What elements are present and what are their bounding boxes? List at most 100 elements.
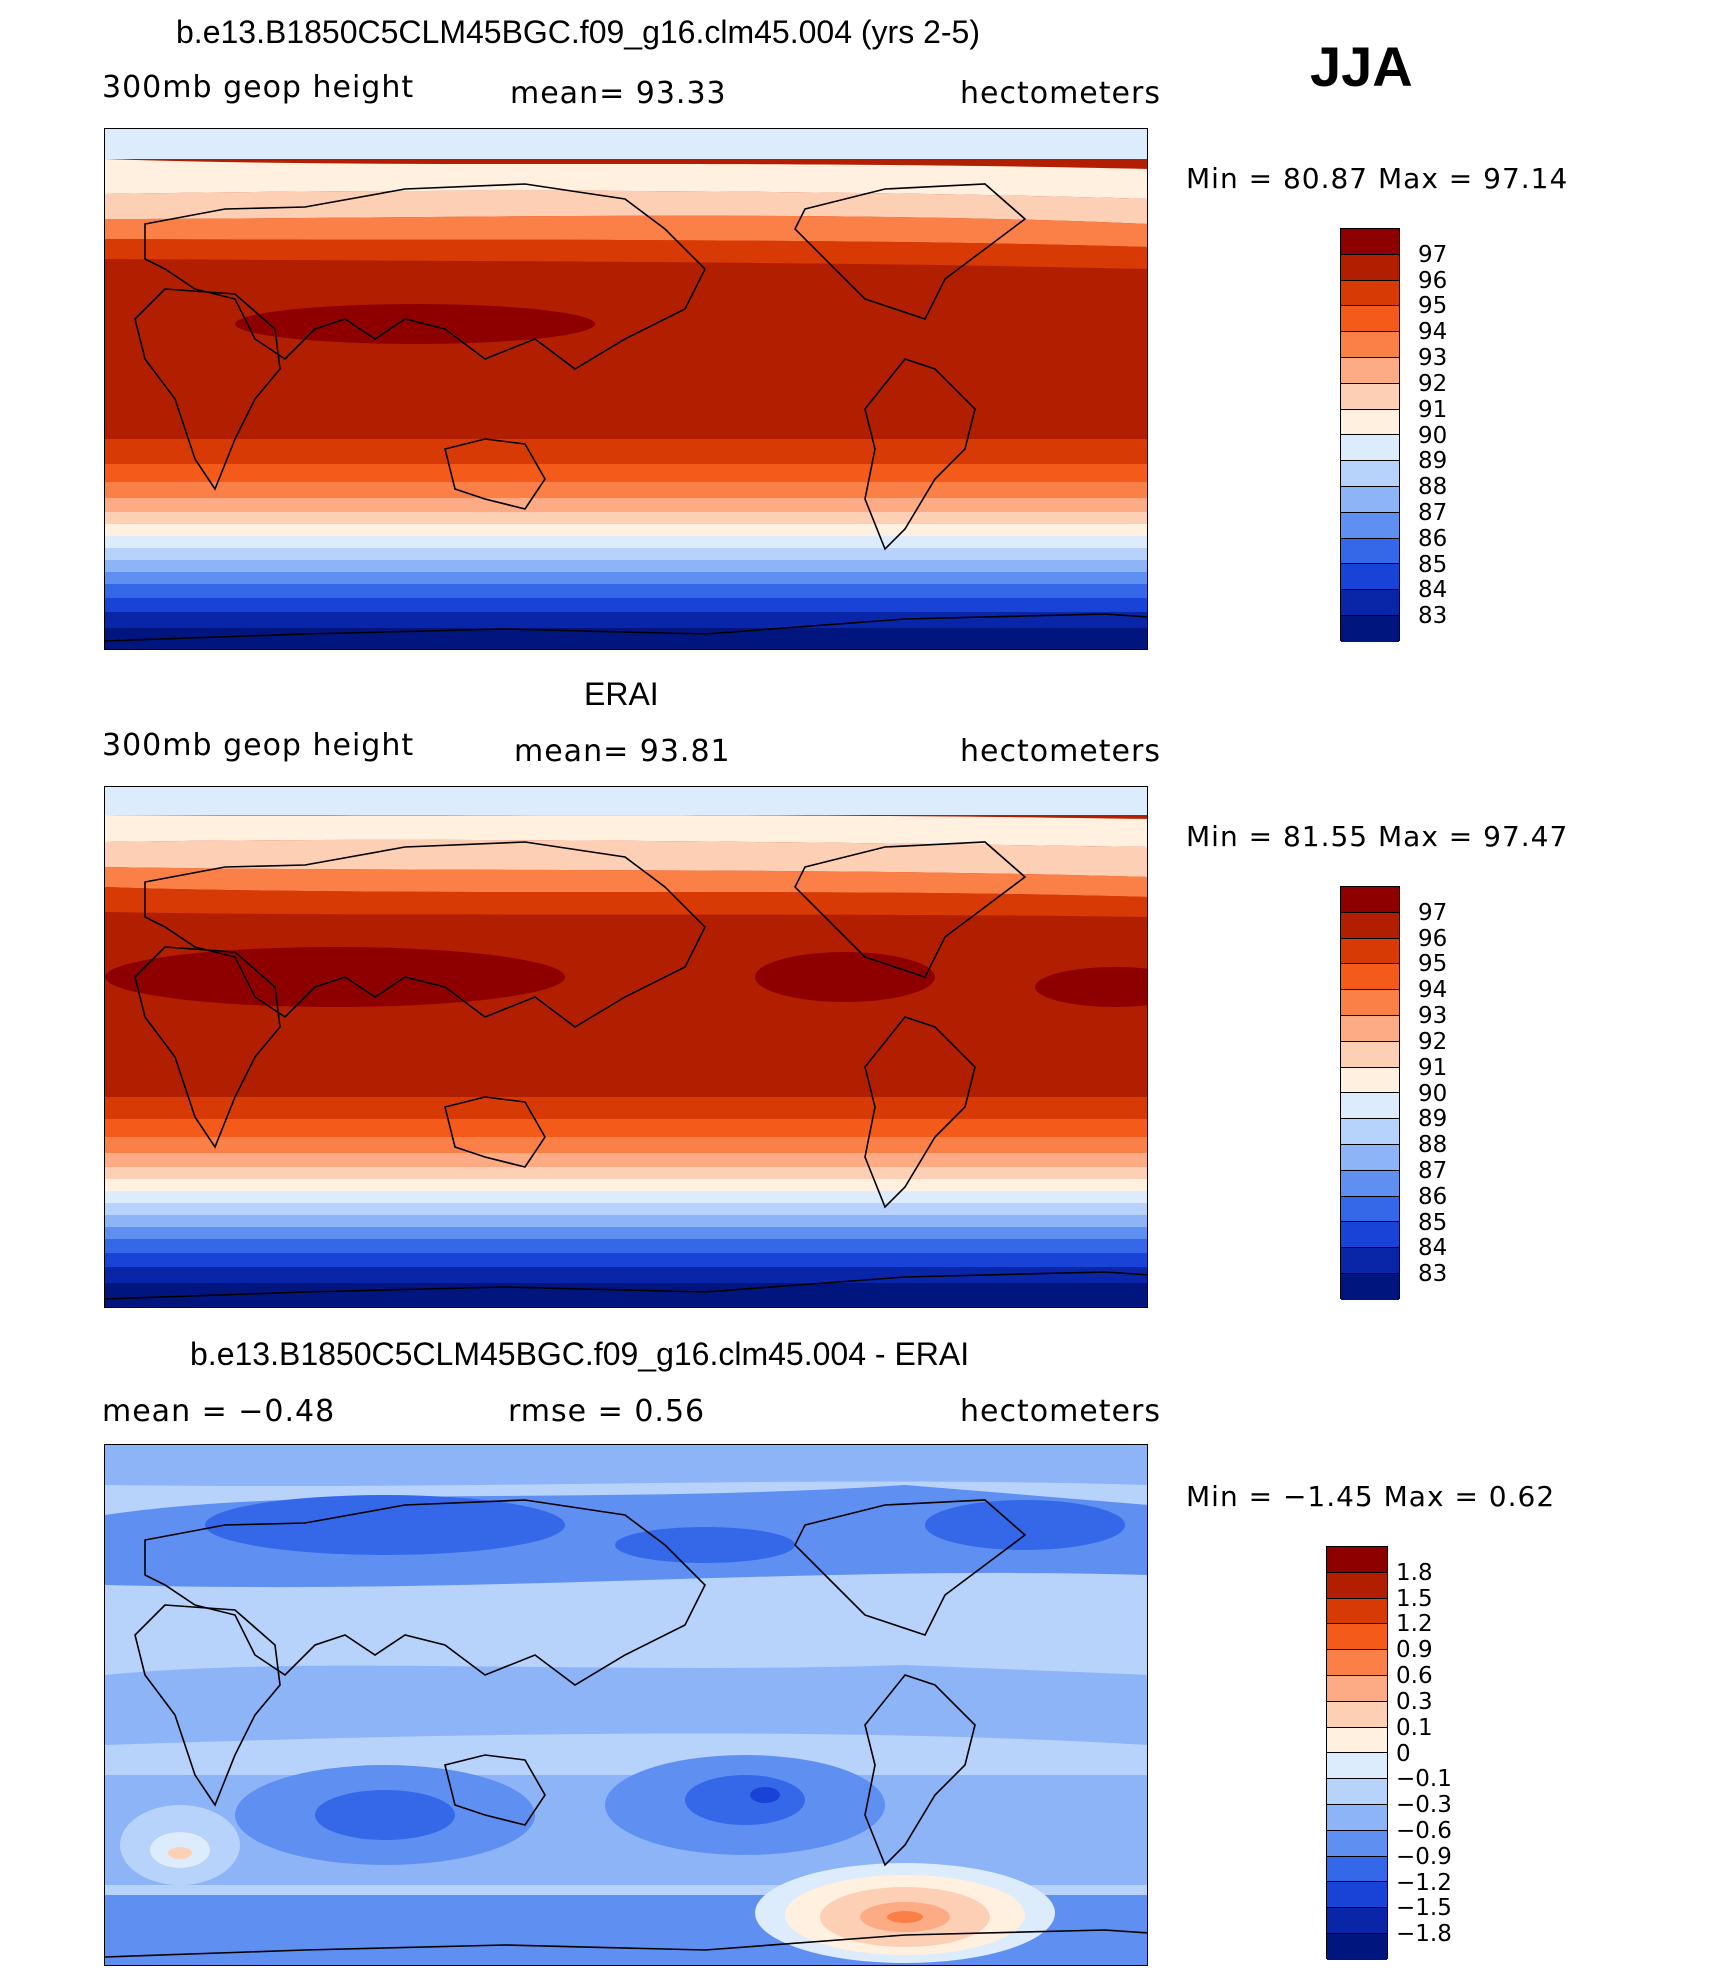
colorbar-swatch [1341, 280, 1399, 307]
colorbar-swatch [1341, 383, 1399, 410]
panel3-colorbar [1326, 1546, 1388, 1960]
colorbar-tick-label: 0.3 [1396, 1688, 1433, 1715]
colorbar-swatch [1341, 887, 1399, 913]
colorbar-swatch [1327, 1650, 1387, 1676]
colorbar-swatch [1341, 254, 1399, 281]
colorbar-swatch [1341, 964, 1399, 991]
colorbar-tick-label: 84 [1418, 577, 1448, 604]
colorbar-tick-label: 83 [1418, 603, 1448, 630]
colorbar-tick-label: 96 [1418, 925, 1448, 952]
colorbar-swatch [1327, 1882, 1387, 1909]
colorbar-tick-label: −0.1 [1396, 1766, 1452, 1793]
colorbar-tick-label: 86 [1418, 1183, 1448, 1210]
colorbar-tick-label: 88 [1418, 474, 1448, 501]
panel3-units-label: hectometers [960, 1394, 1161, 1429]
colorbar-tick-label: 0.9 [1396, 1637, 1433, 1664]
panel1-colorbar [1340, 228, 1400, 642]
colorbar-swatch [1341, 1248, 1399, 1274]
colorbar-swatch [1327, 1856, 1387, 1883]
colorbar-tick-label: 93 [1418, 345, 1448, 372]
colorbar-tick-label: 87 [1418, 1157, 1448, 1184]
colorbar-swatch [1327, 1933, 1387, 1960]
panel2-units-label: hectometers [960, 734, 1161, 769]
colorbar-swatch [1327, 1547, 1387, 1573]
colorbar-tick-label: 84 [1418, 1235, 1448, 1262]
panel3-mean-label: mean = −0.48 [102, 1394, 336, 1429]
panel1-min-max: Min = 80.87 Max = 97.14 [1186, 162, 1569, 195]
colorbar-tick-label: 95 [1418, 293, 1448, 320]
colorbar-tick-label: 0 [1396, 1740, 1411, 1767]
colorbar-swatch [1341, 409, 1399, 436]
colorbar-swatch [1341, 1170, 1399, 1197]
colorbar-tick-label: 97 [1418, 899, 1448, 926]
colorbar-swatch [1327, 1753, 1387, 1780]
colorbar-swatch [1341, 1144, 1399, 1171]
panel3-rmse-label: rmse = 0.56 [508, 1394, 706, 1429]
panel2-min-max: Min = 81.55 Max = 97.47 [1186, 820, 1569, 853]
colorbar-swatch [1341, 435, 1399, 462]
colorbar-tick-label: 97 [1418, 241, 1448, 268]
colorbar-tick-label: 91 [1418, 396, 1448, 423]
colorbar-tick-label: 96 [1418, 267, 1448, 294]
colorbar-swatch [1327, 1701, 1387, 1728]
colorbar-swatch [1327, 1727, 1387, 1754]
panel2-mean-label: mean= 93.81 [514, 734, 731, 769]
colorbar-tick-label: 95 [1418, 951, 1448, 978]
colorbar-swatch [1327, 1830, 1387, 1857]
season-label: JJA [1310, 35, 1413, 98]
colorbar-swatch [1327, 1675, 1387, 1702]
colorbar-tick-label: −1.2 [1396, 1869, 1452, 1896]
colorbar-tick-label: 86 [1418, 525, 1448, 552]
colorbar-tick-label: 83 [1418, 1261, 1448, 1288]
colorbar-swatch [1327, 1804, 1387, 1831]
colorbar-tick-label: −0.3 [1396, 1792, 1452, 1819]
colorbar-swatch [1341, 306, 1399, 333]
colorbar-tick-label: 1.5 [1396, 1585, 1433, 1612]
colorbar-tick-label: 94 [1418, 977, 1448, 1004]
panel2-title: ERAI [584, 676, 659, 712]
colorbar-swatch [1341, 1041, 1399, 1068]
colorbar-swatch [1341, 1067, 1399, 1094]
colorbar-swatch [1341, 538, 1399, 565]
colorbar-swatch [1341, 1222, 1399, 1249]
colorbar-tick-label: 87 [1418, 499, 1448, 526]
colorbar-swatch [1341, 332, 1399, 358]
colorbar-tick-label: 92 [1418, 1028, 1448, 1055]
panel1-title: b.e13.B1850C5CLM45BGC.f09_g16.clm45.004 … [176, 14, 980, 50]
colorbar-tick-label: 88 [1418, 1132, 1448, 1159]
colorbar-swatch [1341, 1273, 1399, 1300]
colorbar-tick-label: 92 [1418, 370, 1448, 397]
colorbar-tick-label: 85 [1418, 551, 1448, 578]
panel3-map [104, 1444, 1148, 1966]
colorbar-swatch [1327, 1908, 1387, 1934]
colorbar-swatch [1341, 615, 1399, 642]
colorbar-swatch [1341, 1119, 1399, 1145]
colorbar-tick-label: 89 [1418, 1106, 1448, 1133]
colorbar-swatch [1341, 990, 1399, 1016]
colorbar-swatch [1341, 512, 1399, 539]
colorbar-swatch [1341, 938, 1399, 965]
colorbar-tick-label: 94 [1418, 319, 1448, 346]
colorbar-swatch [1341, 357, 1399, 384]
colorbar-swatch [1341, 590, 1399, 616]
colorbar-swatch [1327, 1624, 1387, 1651]
colorbar-tick-label: 91 [1418, 1054, 1448, 1081]
colorbar-tick-label: 90 [1418, 1080, 1448, 1107]
colorbar-tick-label: 1.8 [1396, 1559, 1433, 1586]
colorbar-tick-label: 85 [1418, 1209, 1448, 1236]
colorbar-tick-label: −0.6 [1396, 1817, 1452, 1844]
colorbar-swatch [1341, 1196, 1399, 1223]
colorbar-tick-label: −1.8 [1396, 1921, 1452, 1948]
colorbar-swatch [1341, 912, 1399, 939]
panel3-min-max: Min = −1.45 Max = 0.62 [1186, 1480, 1556, 1513]
panel2-colorbar [1340, 886, 1400, 1300]
colorbar-tick-label: 89 [1418, 448, 1448, 475]
colorbar-swatch [1341, 461, 1399, 487]
panel1-mean-label: mean= 93.33 [510, 76, 727, 111]
colorbar-tick-label: 1.2 [1396, 1611, 1433, 1638]
colorbar-swatch [1327, 1779, 1387, 1805]
panel1-units-label: hectometers [960, 76, 1161, 111]
colorbar-tick-label: 90 [1418, 422, 1448, 449]
panel1-map [104, 128, 1148, 650]
colorbar-swatch [1341, 1015, 1399, 1042]
